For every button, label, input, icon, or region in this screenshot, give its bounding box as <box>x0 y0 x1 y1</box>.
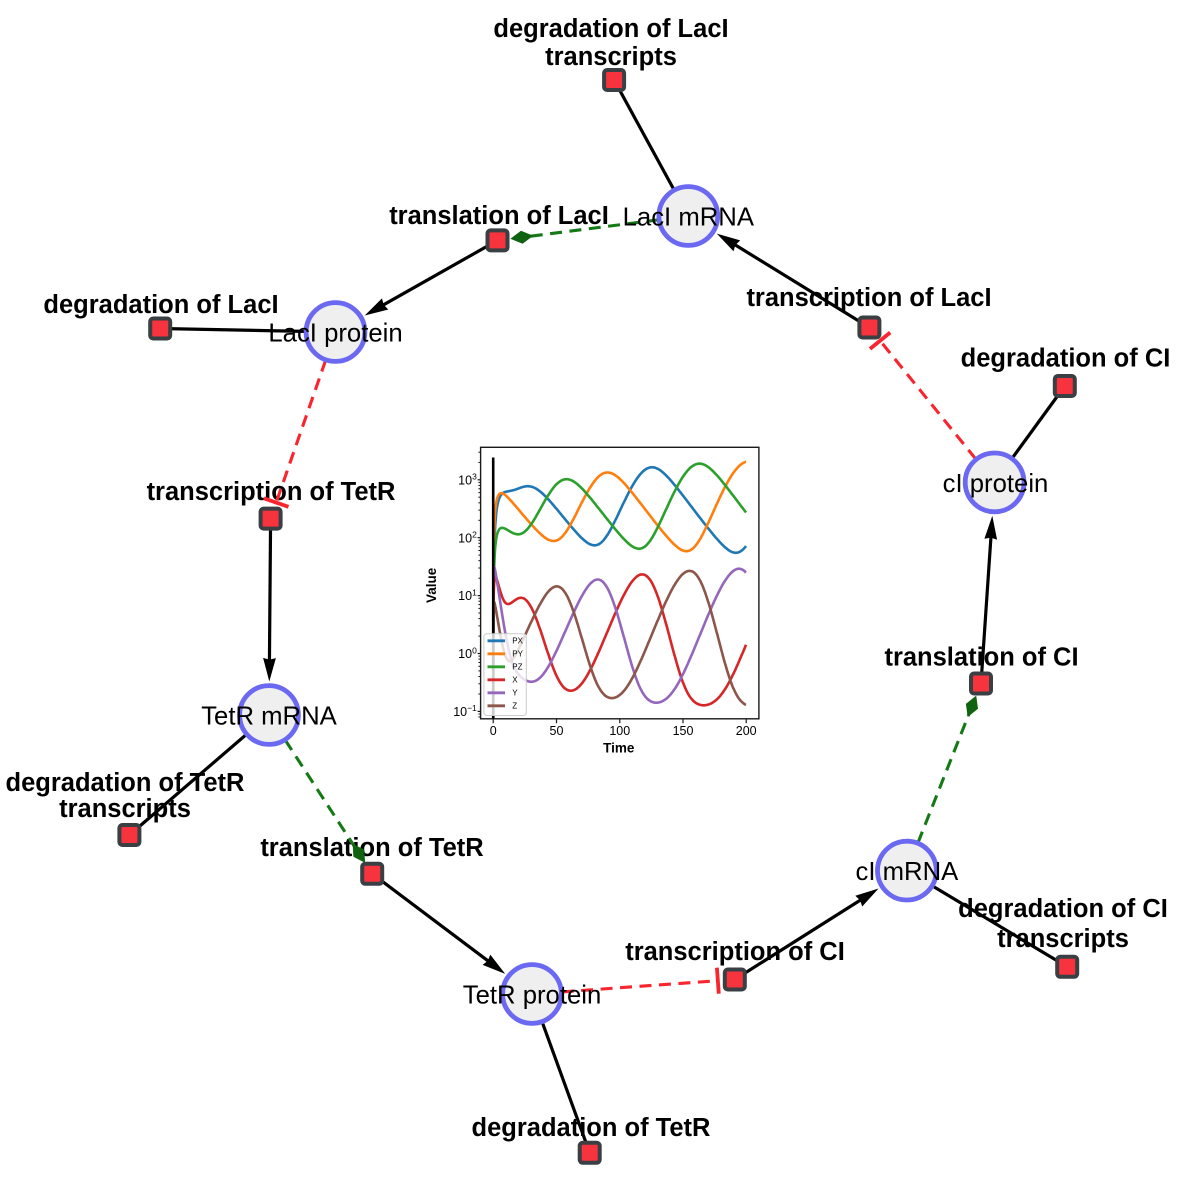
svg-text:150: 150 <box>673 724 694 738</box>
svg-text:degradation of LacI: degradation of LacI <box>493 15 728 43</box>
svg-text:transcripts: transcripts <box>545 43 677 71</box>
svg-text:transcripts: transcripts <box>997 925 1129 953</box>
svg-text:degradation of CI: degradation of CI <box>961 345 1171 373</box>
svg-text:Time: Time <box>603 740 635 755</box>
svg-text:degradation of LacI: degradation of LacI <box>43 291 278 319</box>
svg-text:100: 100 <box>609 724 630 738</box>
svg-text:Value: Value <box>424 567 439 603</box>
svg-text:transcription of LacI: transcription of LacI <box>746 284 991 312</box>
svg-text:Y: Y <box>512 689 518 698</box>
svg-text:50: 50 <box>550 724 564 738</box>
svg-text:degradation of TetR: degradation of TetR <box>472 1114 711 1142</box>
svg-text:degradation of CI: degradation of CI <box>958 895 1168 923</box>
svg-text:X: X <box>512 676 518 685</box>
svg-text:TetR mRNA: TetR mRNA <box>201 703 337 731</box>
svg-text:Z: Z <box>512 702 517 711</box>
svg-text:0: 0 <box>490 724 497 738</box>
svg-text:cI mRNA: cI mRNA <box>856 858 960 886</box>
svg-text:PX: PX <box>512 637 523 646</box>
svg-text:translation of LacI: translation of LacI <box>389 202 609 230</box>
svg-text:degradation of TetR: degradation of TetR <box>6 769 245 797</box>
svg-text:translation of TetR: translation of TetR <box>260 834 483 862</box>
svg-text:TetR protein: TetR protein <box>463 982 602 1010</box>
svg-text:PZ: PZ <box>512 663 522 672</box>
svg-text:PY: PY <box>512 650 523 659</box>
svg-text:cI protein: cI protein <box>943 470 1049 498</box>
svg-text:LacI protein: LacI protein <box>268 320 402 348</box>
svg-text:LacI mRNA: LacI mRNA <box>623 204 755 232</box>
svg-text:200: 200 <box>736 724 757 738</box>
svg-text:transcription of CI: transcription of CI <box>625 938 845 966</box>
